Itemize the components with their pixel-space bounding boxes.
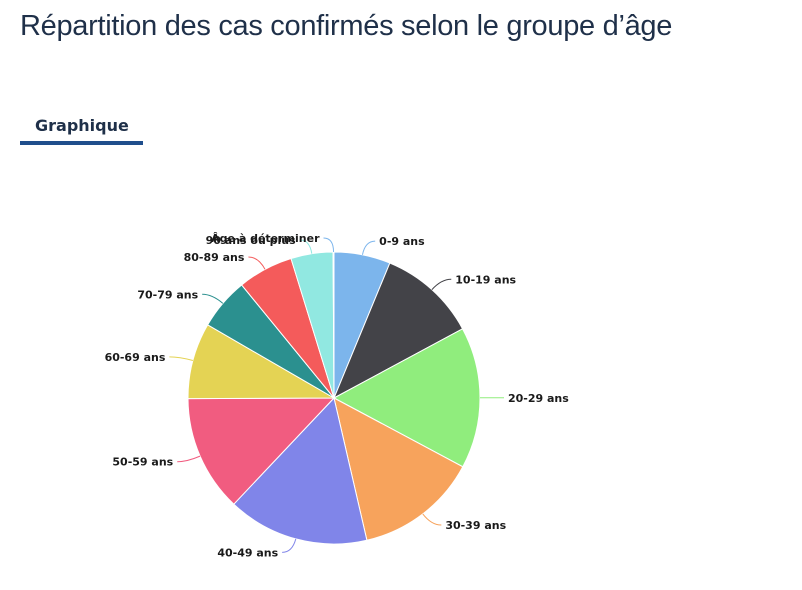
connector-40-49-ans — [282, 538, 297, 553]
connector-30-39-ans — [422, 513, 442, 526]
data-label-70-79-ans: 70-79 ans — [137, 288, 198, 301]
view-tabs: Graphique — [20, 110, 143, 145]
connector-age-a-determiner — [323, 237, 335, 253]
page-title: Répartition des cas confirmés selon le g… — [20, 10, 673, 42]
data-label-60-69-ans: 60-69 ans — [105, 351, 166, 364]
data-label-30-39-ans: 30-39 ans — [445, 519, 506, 532]
data-label-40-49-ans: 40-49 ans — [217, 546, 278, 559]
tab-graphique[interactable]: Graphique — [20, 110, 143, 145]
pie-slice-40-49-ans[interactable] — [233, 396, 368, 545]
data-label-20-29-ans: 20-29 ans — [508, 392, 569, 405]
age-group-pie-chart: 0-9 ans 10-19 ans 20-29 ans 30-39 ans 40-49 … — [105, 232, 570, 559]
connector-90-ans-ou-plus — [299, 239, 313, 254]
tab-label: Graphique — [35, 116, 129, 135]
connector-50-59-ans — [177, 455, 201, 463]
connector-70-79-ans — [202, 293, 224, 304]
pie-slice-20-29-ans[interactable] — [332, 328, 481, 468]
data-label-80-89-ans: 80-89 ans — [184, 251, 245, 264]
data-label-10-19-ans: 10-19 ans — [455, 273, 516, 286]
data-label-age-a-determiner: Âge à déterminer — [211, 232, 320, 245]
pie-slice-10-19-ans[interactable] — [333, 262, 464, 400]
connector-10-19-ans — [431, 278, 452, 291]
connector-80-89-ans — [248, 256, 266, 270]
connector-0-9-ans — [361, 240, 376, 255]
data-label-0-9-ans: 0-9 ans — [379, 235, 425, 248]
pie-slice-30-39-ans[interactable] — [333, 397, 464, 541]
data-label-50-59-ans: 50-59 ans — [112, 456, 173, 469]
data-label-90-ans-ou-plus: 90 ans ou plus — [206, 234, 296, 247]
connector-60-69-ans — [169, 356, 194, 361]
pie-slice-50-59-ans[interactable] — [187, 397, 336, 505]
